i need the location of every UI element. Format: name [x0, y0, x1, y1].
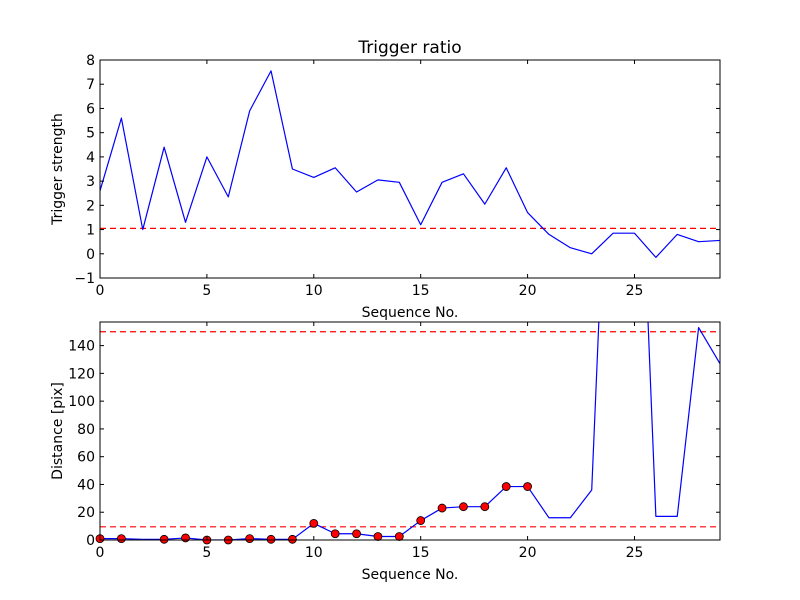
data-point-16 — [437, 503, 447, 513]
x-tick-label: 10 — [305, 283, 323, 299]
x-tick-label: 15 — [412, 545, 430, 561]
x-tick-label: 20 — [519, 545, 537, 561]
chart-title: Trigger ratio — [357, 38, 461, 58]
axes-frame — [99, 59, 721, 279]
y-axis-label: Distance [pix] — [50, 382, 66, 480]
data-point-7 — [245, 534, 255, 544]
y-tick-label: 5 — [86, 126, 95, 142]
x-tick-label: 10 — [305, 545, 323, 561]
y-tick-label: 3 — [86, 174, 95, 190]
x-tick-label: 20 — [519, 283, 537, 299]
plot-area — [100, 70, 720, 259]
data-point-19 — [501, 482, 511, 491]
data-point-13 — [373, 532, 383, 541]
y-tick-label: 2 — [86, 198, 95, 214]
x-axis-label: Sequence No. — [362, 567, 459, 583]
y-tick-label: 0 — [86, 533, 95, 549]
y-tick-label: 40 — [77, 477, 95, 493]
distance-plot: 0 5 10 15 20 25 0 20 40 60 80 100 120 140 Sequence No.… — [50, 321, 721, 583]
x-tick-label: 5 — [202, 545, 211, 561]
data-point-10 — [309, 518, 319, 528]
data-point-14 — [394, 532, 404, 541]
data-point-1 — [116, 534, 126, 544]
x-tick-label: 25 — [626, 283, 644, 299]
y-axis-label: Trigger strength — [50, 113, 66, 226]
y-tick-label: 20 — [77, 505, 95, 521]
data-point-15 — [416, 516, 426, 525]
x-tick-label: 0 — [96, 545, 105, 561]
y-tick-label: 1 — [86, 223, 95, 239]
data-point-18 — [480, 502, 490, 512]
data-point-8 — [266, 534, 276, 544]
x-tick-label: 15 — [412, 283, 430, 299]
data-point-12 — [352, 529, 361, 539]
y-tick-label: 7 — [86, 77, 95, 93]
y-tick-label: 60 — [77, 450, 95, 466]
y-tick-label: 4 — [86, 150, 95, 166]
x-tick-label: 0 — [96, 283, 105, 299]
data-point-9 — [288, 534, 297, 544]
data-point-3 — [159, 534, 169, 544]
y-tick-label: −1 — [74, 271, 95, 287]
axes-frame — [99, 321, 721, 541]
data-point-17 — [459, 502, 468, 512]
series-line-0 — [100, 70, 720, 259]
data-point-20 — [523, 482, 532, 491]
x-tick-label: 5 — [202, 283, 211, 299]
y-tick-label: 8 — [86, 53, 95, 69]
y-tick-label: 100 — [68, 394, 95, 410]
x-axis-label: Sequence No. — [362, 305, 459, 321]
data-point-11 — [330, 529, 340, 539]
x-tick-label: 25 — [626, 545, 644, 561]
y-tick-label: 6 — [86, 101, 95, 117]
data-point-4 — [181, 533, 190, 543]
y-tick-label: 140 — [68, 339, 95, 355]
y-tick-label: 0 — [86, 247, 95, 263]
y-tick-label: 120 — [68, 366, 95, 382]
y-tick-label: 80 — [77, 422, 95, 438]
